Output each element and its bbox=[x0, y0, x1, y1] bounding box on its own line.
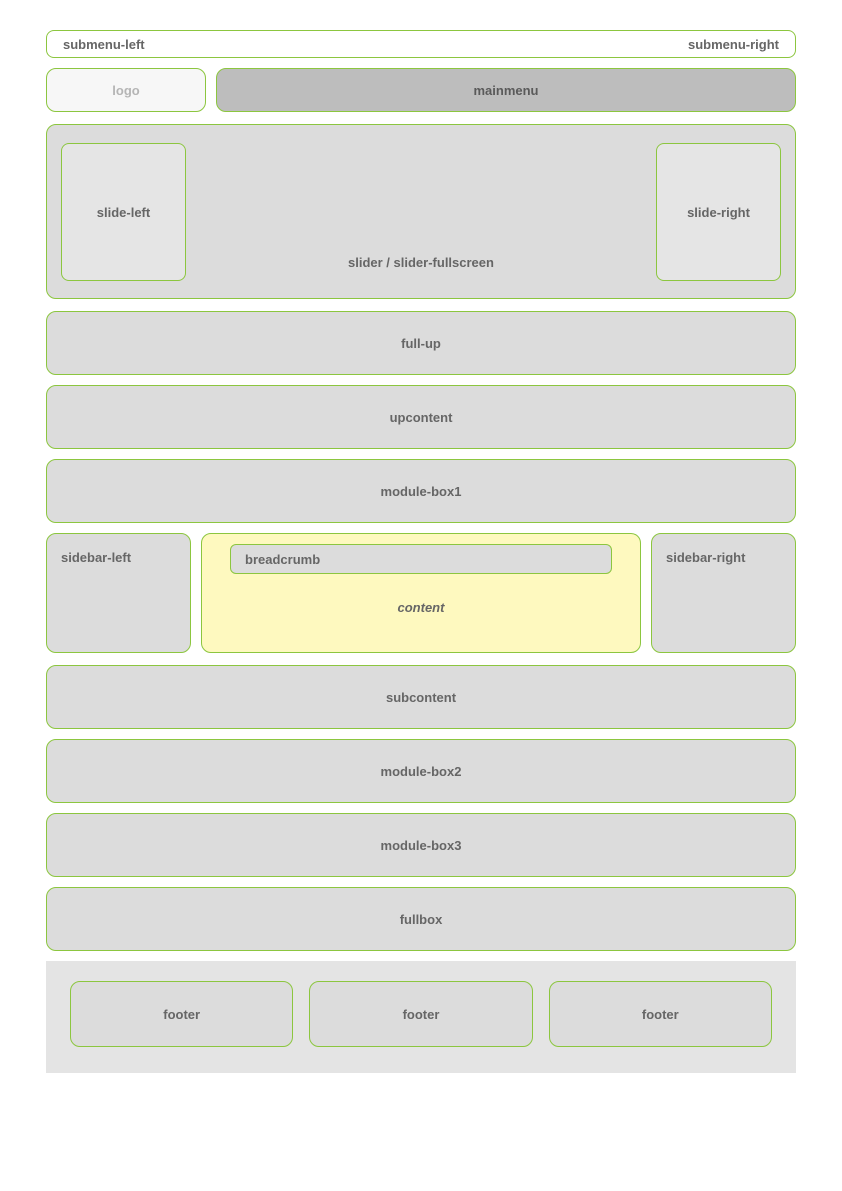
slider-region: slide-left slide-right slider / slider-f… bbox=[46, 124, 796, 299]
mainmenu-label: mainmenu bbox=[473, 83, 538, 98]
module-box2-region: module-box2 bbox=[46, 739, 796, 803]
module-box1-region: module-box1 bbox=[46, 459, 796, 523]
content-label: content bbox=[398, 600, 445, 615]
module-box3-region: module-box3 bbox=[46, 813, 796, 877]
sidebar-right-region: sidebar-right bbox=[651, 533, 796, 653]
module-box3-label: module-box3 bbox=[381, 838, 462, 853]
footer-label-2: footer bbox=[403, 1007, 440, 1022]
footer-label-1: footer bbox=[163, 1007, 200, 1022]
upcontent-region: upcontent bbox=[46, 385, 796, 449]
footer-label-3: footer bbox=[642, 1007, 679, 1022]
submenu-left-label: submenu-left bbox=[63, 37, 145, 52]
footer-region-2: footer bbox=[309, 981, 532, 1047]
module-box1-label: module-box1 bbox=[381, 484, 462, 499]
slide-left-label: slide-left bbox=[97, 205, 150, 220]
fullbox-label: fullbox bbox=[400, 912, 443, 927]
footer-region-1: footer bbox=[70, 981, 293, 1047]
full-up-label: full-up bbox=[401, 336, 441, 351]
upcontent-label: upcontent bbox=[390, 410, 453, 425]
mainmenu-region: mainmenu bbox=[216, 68, 796, 112]
subcontent-label: subcontent bbox=[386, 690, 456, 705]
sidebar-left-label: sidebar-left bbox=[61, 550, 131, 565]
sidebar-left-region: sidebar-left bbox=[46, 533, 191, 653]
subcontent-region: subcontent bbox=[46, 665, 796, 729]
module-box2-label: module-box2 bbox=[381, 764, 462, 779]
fullbox-region: fullbox bbox=[46, 887, 796, 951]
submenu-bar: submenu-left submenu-right bbox=[46, 30, 796, 58]
breadcrumb-region: breadcrumb bbox=[230, 544, 612, 574]
sidebar-right-label: sidebar-right bbox=[666, 550, 745, 565]
logo-label: logo bbox=[112, 83, 139, 98]
content-region: breadcrumb content bbox=[201, 533, 641, 653]
full-up-region: full-up bbox=[46, 311, 796, 375]
submenu-right-label: submenu-right bbox=[688, 37, 779, 52]
slide-right-label: slide-right bbox=[687, 205, 750, 220]
logo-region: logo bbox=[46, 68, 206, 112]
breadcrumb-label: breadcrumb bbox=[245, 552, 320, 567]
slider-center-label: slider / slider-fullscreen bbox=[47, 255, 795, 270]
footer-region-3: footer bbox=[549, 981, 772, 1047]
footer-wrap: footer footer footer bbox=[46, 961, 796, 1073]
